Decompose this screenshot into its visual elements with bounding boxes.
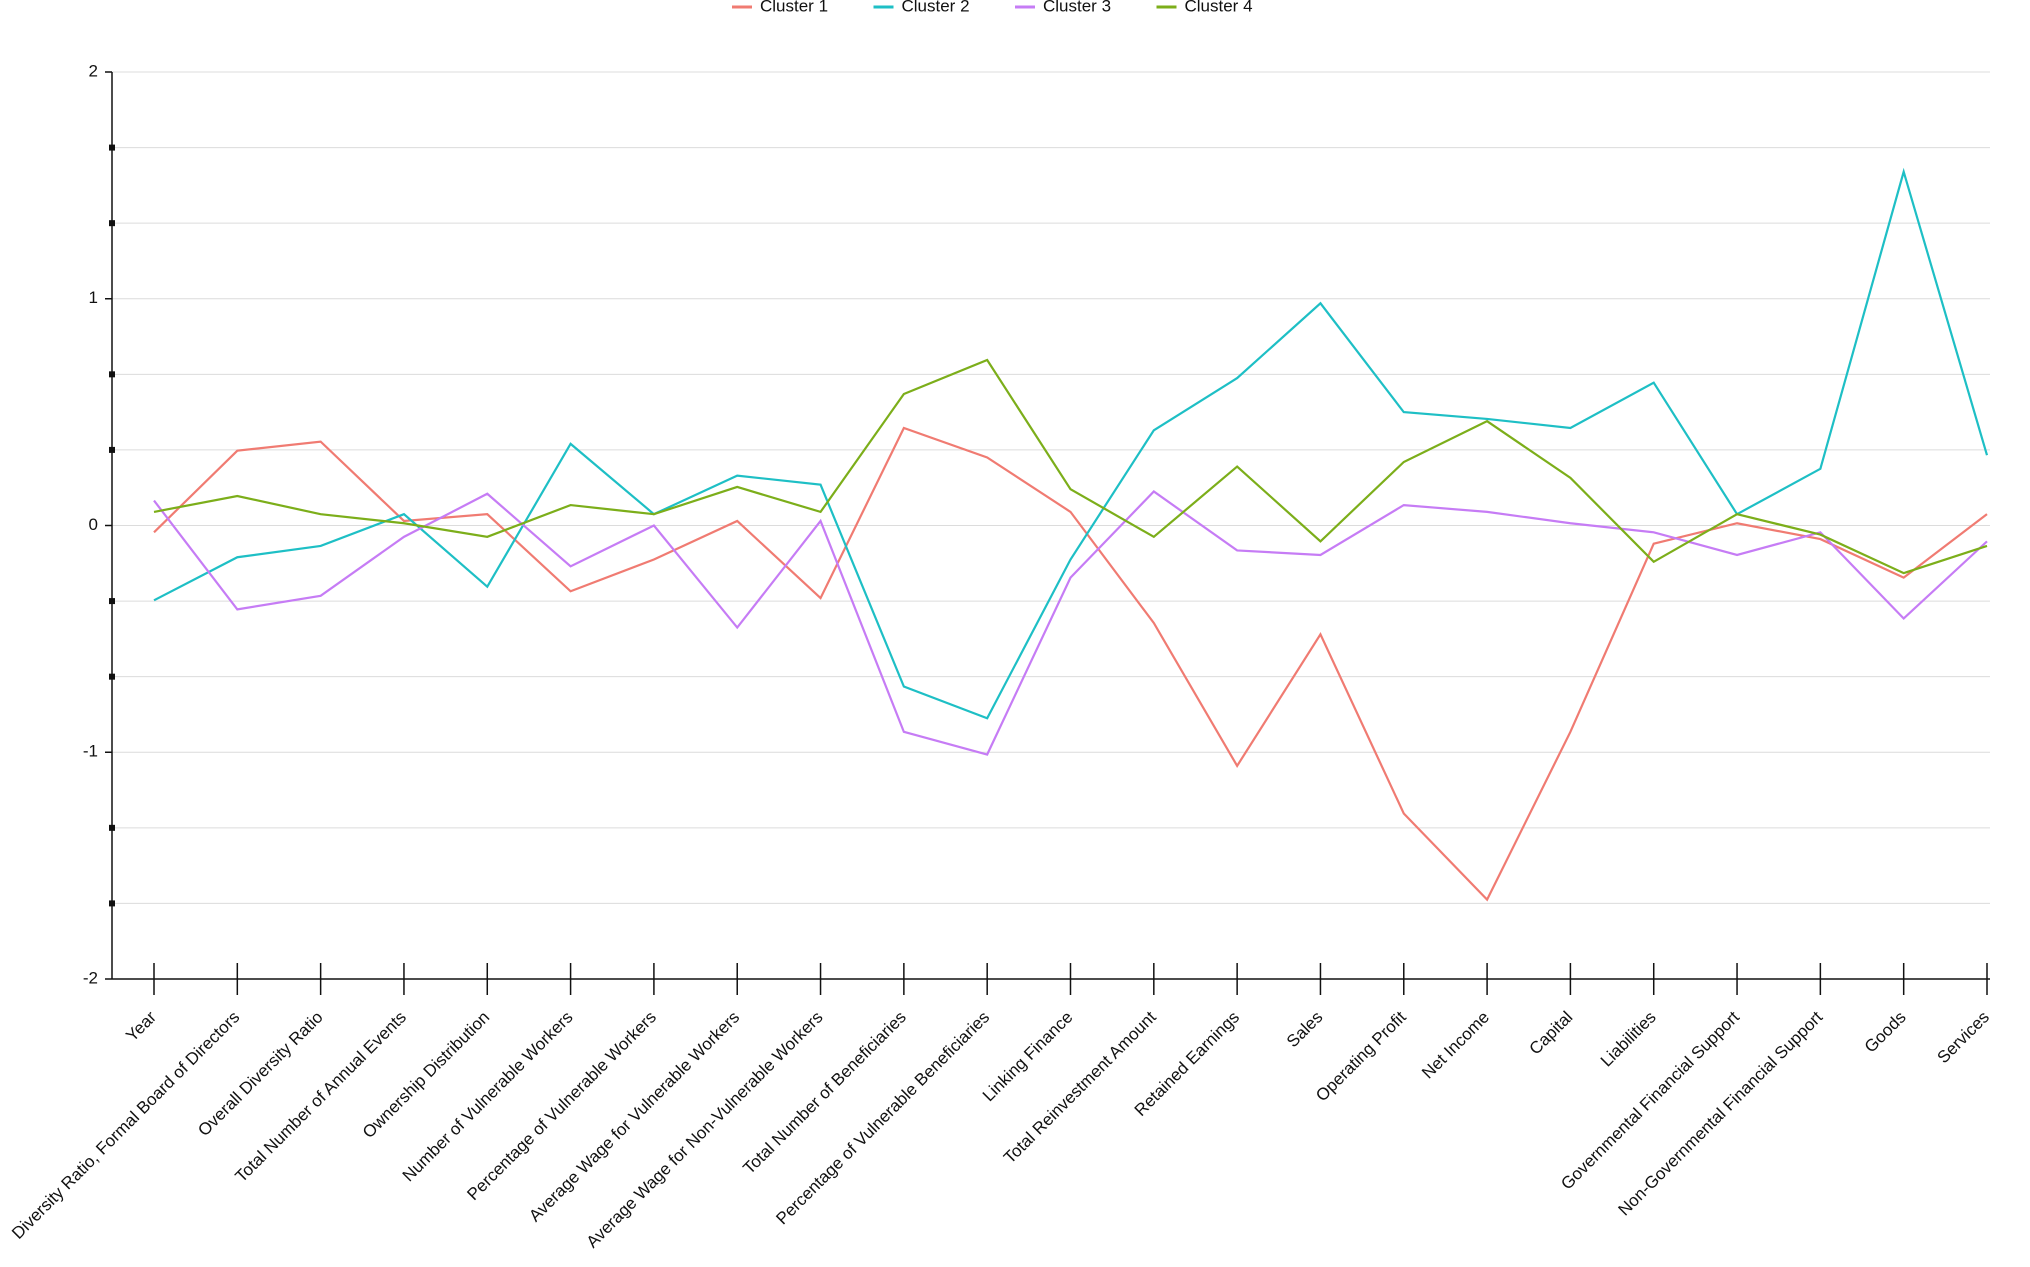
legend-item: Cluster 1 [732,0,828,15]
legend-label: Cluster 1 [760,0,828,15]
legend-label: Cluster 2 [902,0,970,15]
x-tick-label: Services [1933,1008,1993,1068]
y-tick-label: 2 [89,61,98,80]
x-tick-label: Net Income [1418,1008,1493,1083]
x-tick-label: Sales [1283,1008,1327,1052]
x-tick-label: Governmental Financial Support [1557,1007,1743,1193]
x-tick-label: Operating Profit [1312,1007,1410,1105]
series-line [153,490,1988,756]
x-tick-label: Liabilities [1597,1008,1660,1071]
series-line [153,426,1988,902]
legend-item: Cluster 2 [873,0,970,15]
x-tick-label: Linking Finance [979,1008,1077,1106]
series-line [153,167,1989,720]
x-tick-label: Goods [1861,1008,1910,1057]
legend-label: Cluster 4 [1185,0,1253,15]
x-tick-label: Capital [1526,1008,1577,1059]
x-tick-label: Total Reinvestment Amount [1000,1007,1160,1167]
x-tick-label: Number of Vulnerable Workers [399,1008,577,1186]
y-tick-label: 1 [89,288,98,307]
x-tick-label: Year [122,1007,160,1045]
y-tick-label: -2 [83,968,98,987]
legend-item: Cluster 3 [1015,0,1111,15]
series-line [153,358,1988,575]
legend-item: Cluster 4 [1156,0,1253,15]
y-tick-label: -1 [83,742,98,761]
y-tick-label: 0 [89,515,98,534]
legend-label: Cluster 3 [1043,0,1111,15]
x-tick-label: Total Number of Beneficiaries [739,1008,909,1178]
x-tick-label: Total Number of Annual Events [231,1008,409,1186]
